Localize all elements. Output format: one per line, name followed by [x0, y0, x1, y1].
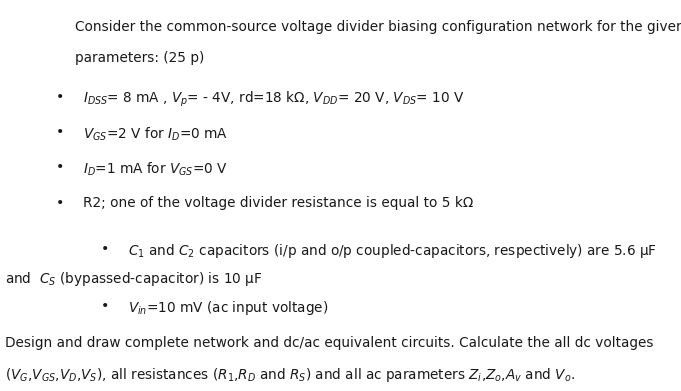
- Text: ($V_G$,$V_{GS}$,$V_D$,$V_S$), all resistances ($R_1$,$R_D$ and $R_S$) and all ac: ($V_G$,$V_{GS}$,$V_D$,$V_S$), all resist…: [5, 366, 576, 384]
- Text: •: •: [101, 242, 109, 256]
- Text: parameters: (25 p): parameters: (25 p): [75, 51, 204, 65]
- Text: •: •: [56, 125, 64, 139]
- Text: $I_D$=1 mA for $V_{GS}$=0 V: $I_D$=1 mA for $V_{GS}$=0 V: [83, 160, 228, 178]
- Text: •: •: [56, 196, 64, 210]
- Text: •: •: [101, 299, 109, 313]
- Text: R2; one of the voltage divider resistance is equal to 5 kΩ: R2; one of the voltage divider resistanc…: [83, 196, 473, 210]
- Text: $C_1$ and $C_2$ capacitors (i/p and o/p coupled-capacitors, respectively) are 5.: $C_1$ and $C_2$ capacitors (i/p and o/p …: [128, 242, 657, 260]
- Text: •: •: [56, 160, 64, 174]
- Text: $V_{GS}$=2 V for $I_D$=0 mA: $V_{GS}$=2 V for $I_D$=0 mA: [83, 125, 228, 143]
- Text: $V_{in}$=10 mV (ac input voltage): $V_{in}$=10 mV (ac input voltage): [128, 299, 328, 317]
- Text: and  $C_S$ (bypassed-capacitor) is 10 μF: and $C_S$ (bypassed-capacitor) is 10 μF: [5, 270, 263, 288]
- Text: $I_{DSS}$= 8 mA , $V_p$= - 4V, rd=18 kΩ, $V_{DD}$= 20 V, $V_{DS}$= 10 V: $I_{DSS}$= 8 mA , $V_p$= - 4V, rd=18 kΩ,…: [83, 90, 464, 109]
- Text: Consider the common-source voltage divider biasing configuration network for the: Consider the common-source voltage divid…: [75, 20, 681, 34]
- Text: •: •: [56, 90, 64, 104]
- Text: Design and draw complete network and dc/ac equivalent circuits. Calculate the al: Design and draw complete network and dc/…: [5, 336, 654, 350]
